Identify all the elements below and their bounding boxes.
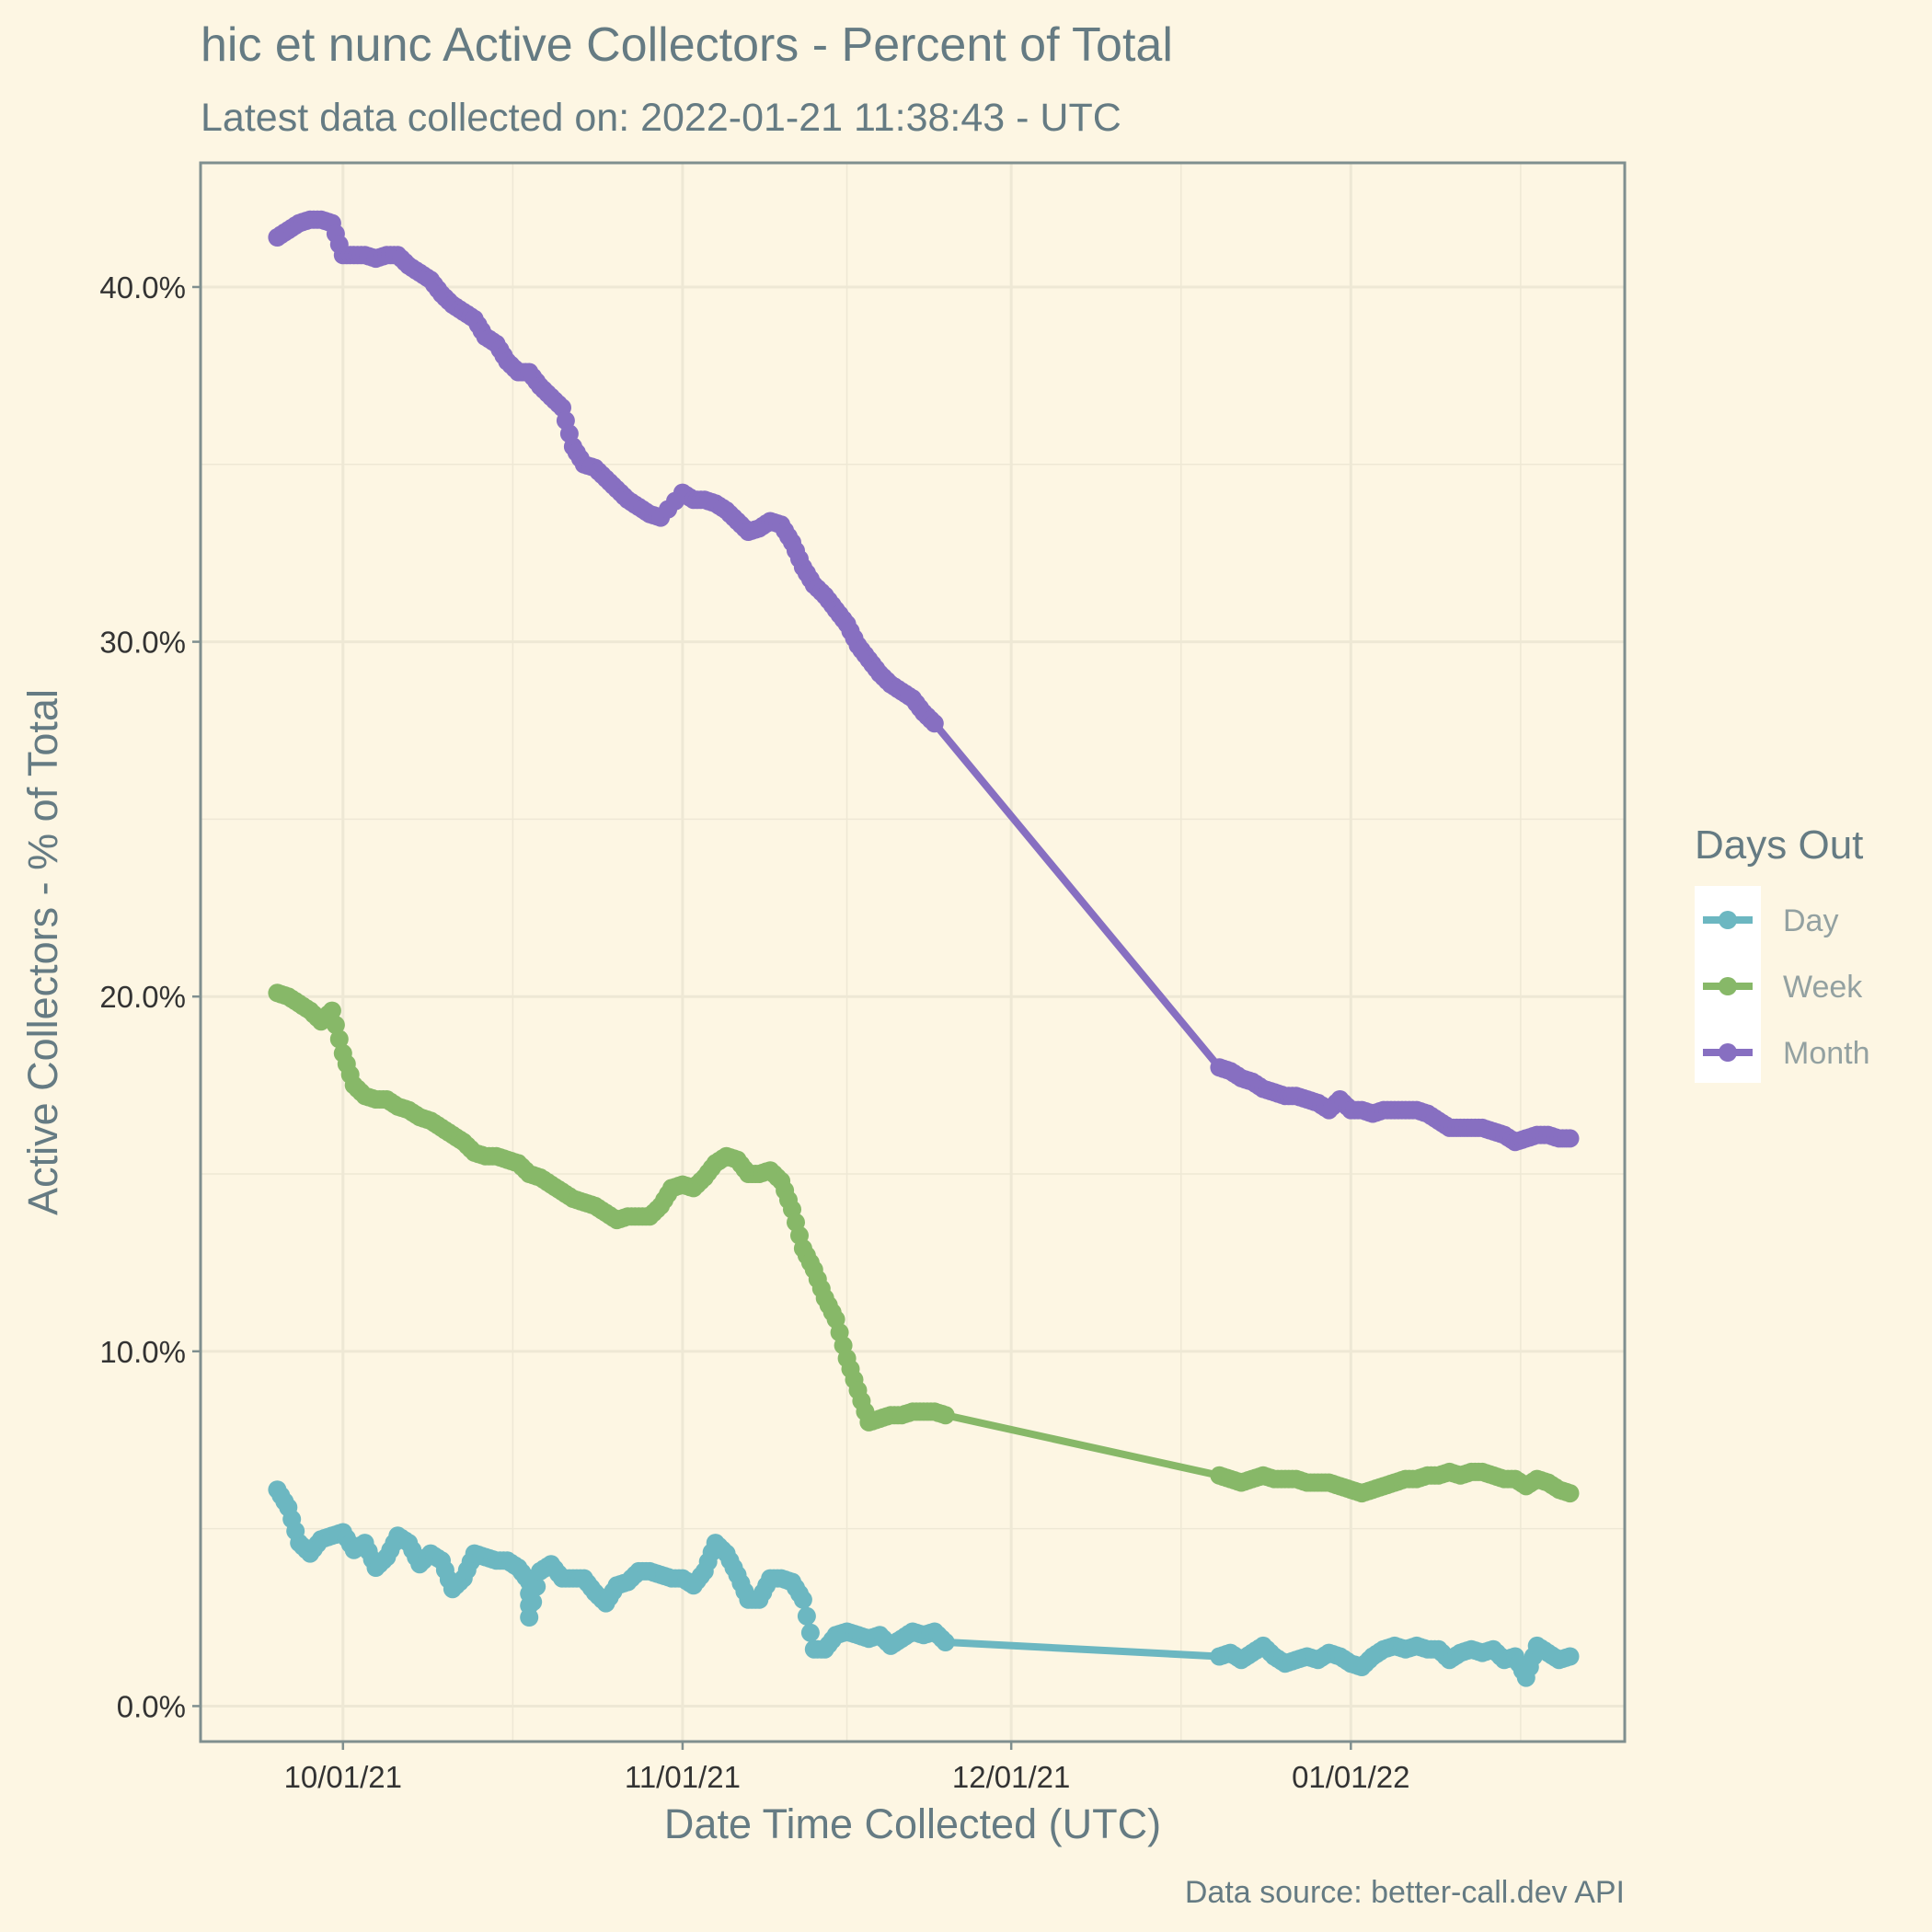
legend-item-week: Week	[1703, 970, 1863, 1005]
data-point-day	[936, 1633, 955, 1651]
legend-item-month: Month	[1703, 1036, 1870, 1071]
x-tick-label: 10/01/21	[284, 1760, 402, 1794]
y-tick-label: 30.0%	[99, 626, 186, 660]
data-point-week	[1560, 1484, 1580, 1503]
data-point-day	[523, 1593, 543, 1612]
y-tick-label: 40.0%	[99, 270, 186, 305]
x-tick-label: 01/01/22	[1292, 1760, 1409, 1794]
plot-panel	[201, 163, 1625, 1742]
x-tick-label: 11/01/21	[625, 1760, 741, 1794]
chart-subtitle: Latest data collected on: 2022-01-21 11:…	[201, 96, 1121, 140]
legend-swatch-point-day	[1719, 911, 1737, 929]
data-point-day	[800, 1623, 820, 1642]
data-point-day	[793, 1590, 812, 1609]
data-point-month	[1560, 1129, 1580, 1148]
data-point-week	[936, 1406, 955, 1425]
data-point-month	[925, 714, 944, 733]
legend-swatch-point-month	[1719, 1043, 1737, 1062]
data-point-week	[322, 1001, 341, 1020]
legend-swatch-point-week	[1719, 977, 1737, 995]
series-day	[268, 1480, 1580, 1687]
data-point-day	[527, 1577, 546, 1596]
data-point-week	[326, 1016, 345, 1035]
y-tick-label: 20.0%	[99, 980, 186, 1014]
series-layer	[268, 210, 1580, 1687]
x-axis: 10/01/21 11/01/21 12/01/21 01/01/22	[284, 1742, 1410, 1794]
y-tick-label: 10.0%	[99, 1335, 186, 1369]
y-axis: 0.0% 10.0% 20.0% 30.0% 40.0%	[99, 270, 201, 1723]
legend-label-week: Week	[1783, 970, 1863, 1005]
y-tick-label: 0.0%	[117, 1689, 186, 1723]
chart-title: hic et nunc Active Collectors - Percent …	[201, 18, 1173, 72]
legend-label-day: Day	[1783, 903, 1838, 938]
x-tick-label: 12/01/21	[952, 1760, 1070, 1794]
series-week	[268, 983, 1580, 1503]
caption: Data source: better-call.dev API	[1185, 1875, 1625, 1910]
legend: Days Out Day Week Month	[1695, 822, 1870, 1083]
data-point-day	[797, 1606, 816, 1626]
legend-item-day: Day	[1703, 903, 1838, 938]
series-month	[268, 210, 1580, 1152]
legend-title: Days Out	[1695, 822, 1863, 868]
legend-label-month: Month	[1783, 1036, 1870, 1071]
data-point-day	[520, 1608, 539, 1627]
plot-panel-border	[199, 161, 1627, 1743]
data-point-day	[1560, 1647, 1580, 1666]
x-axis-label: Date Time Collected (UTC)	[664, 1800, 1161, 1847]
grid	[201, 163, 1625, 1742]
y-axis-label: Active Collectors - % of Total	[19, 689, 66, 1215]
legend-items: Day Week Month	[1703, 903, 1870, 1071]
data-point-week	[329, 1029, 349, 1049]
